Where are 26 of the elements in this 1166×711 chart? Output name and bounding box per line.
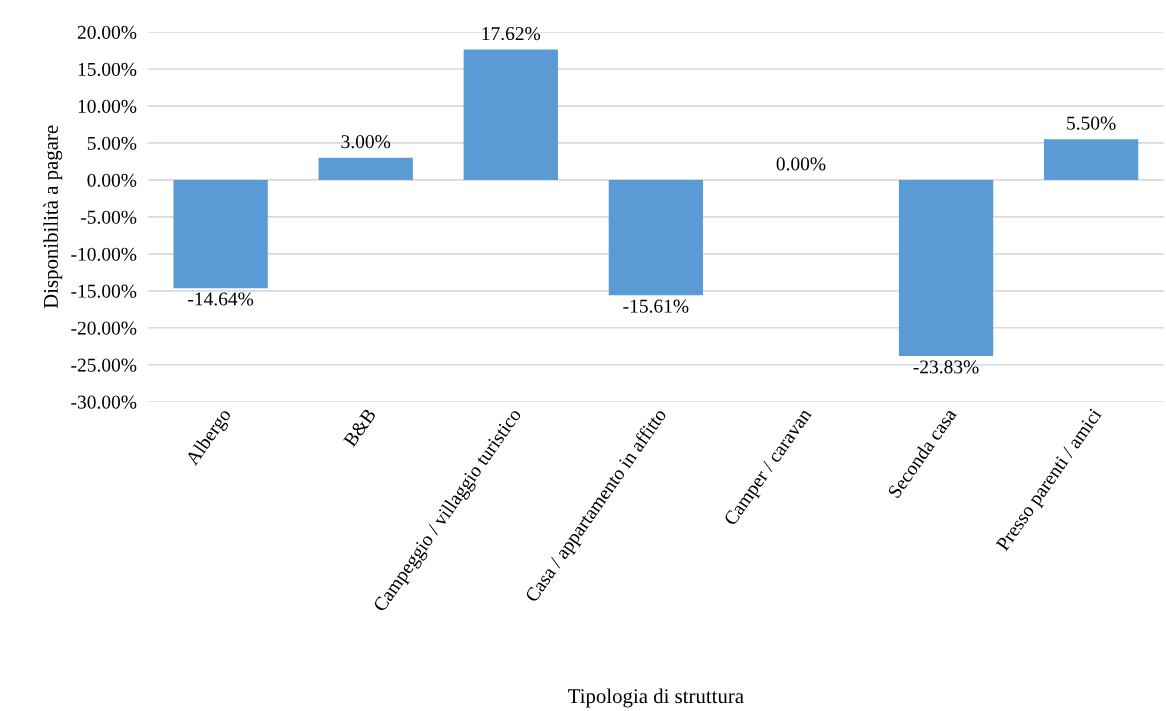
- y-tick-label: 20.00%: [77, 25, 137, 40]
- y-tick-label: -25.00%: [71, 358, 137, 372]
- y-axis-title: Disponibilità a pagare: [43, 125, 63, 309]
- bar: [173, 179, 268, 289]
- bar: [608, 179, 704, 296]
- y-tick-label: -15.00%: [71, 284, 137, 298]
- bar: [318, 157, 413, 180]
- y-tick-label: 5.00%: [87, 136, 137, 150]
- bar: [1043, 139, 1139, 180]
- y-tick-label: -5.00%: [81, 210, 137, 224]
- y-tick-label: 0.00%: [87, 173, 137, 187]
- y-tick-label: 15.00%: [78, 62, 137, 76]
- y-tick-label: -10.00%: [71, 247, 137, 261]
- bar: [898, 179, 994, 357]
- bar: [463, 49, 558, 180]
- x-axis-title: Tipologia di struttura: [568, 688, 744, 708]
- y-tick-label: 10.00%: [78, 99, 137, 113]
- data-label: 0.00%: [776, 157, 826, 171]
- data-label: -15.61%: [623, 299, 689, 313]
- data-label: 17.62%: [482, 26, 541, 41]
- data-label: 5.50%: [1067, 116, 1116, 130]
- data-label: -23.83%: [913, 360, 979, 374]
- y-tick-label: -30.00%: [71, 395, 137, 409]
- data-label: 3.00%: [341, 135, 391, 149]
- data-label: -14.64%: [188, 292, 254, 306]
- y-tick-label: -20.00%: [71, 321, 137, 335]
